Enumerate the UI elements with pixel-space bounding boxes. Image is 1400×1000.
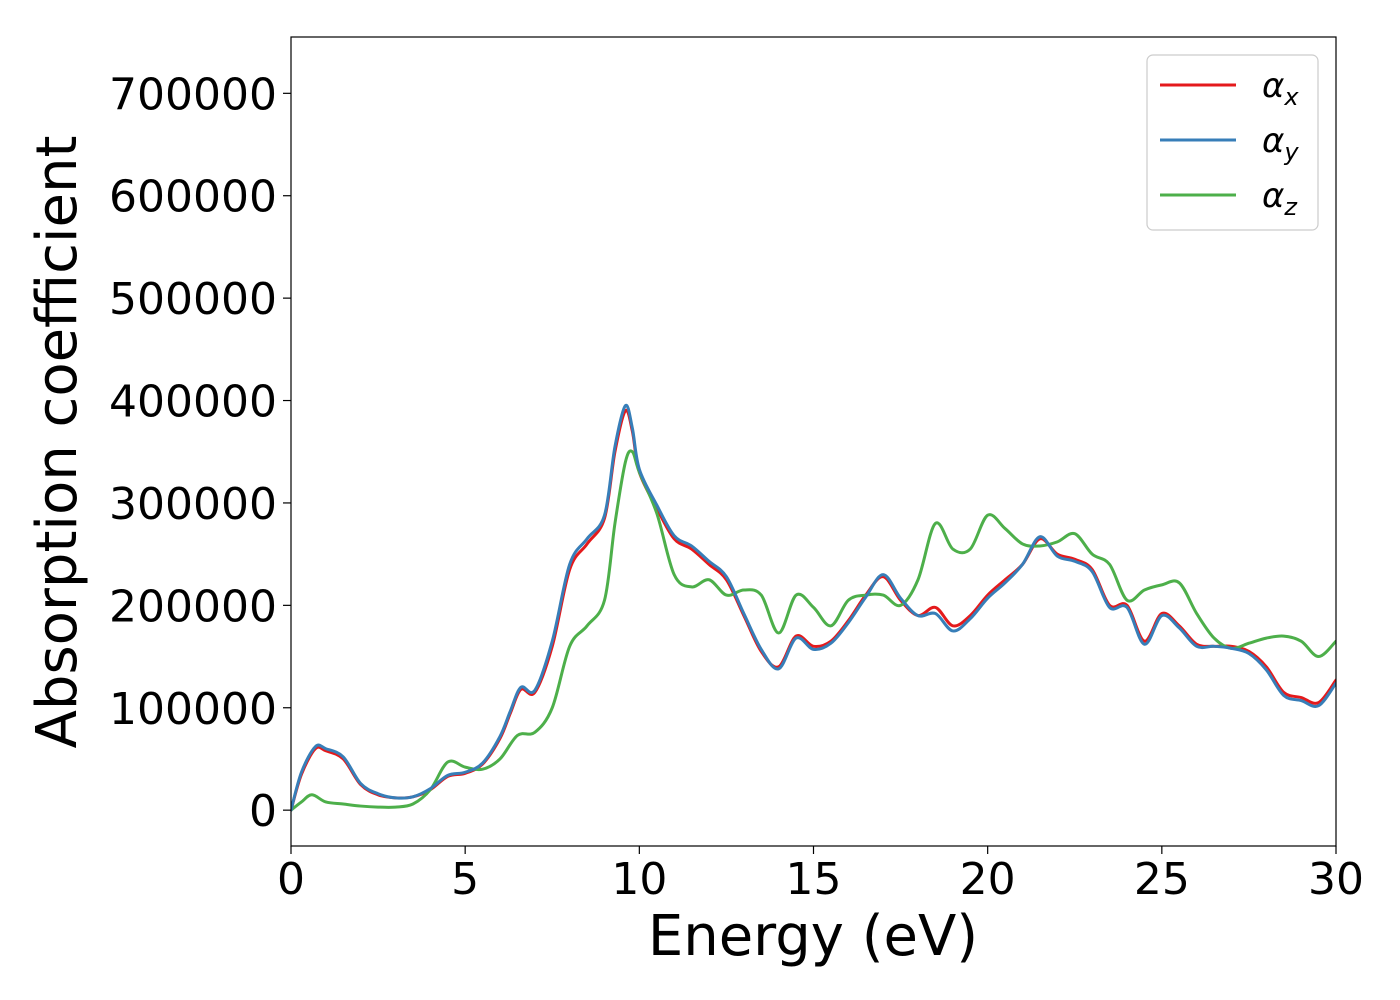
legend-label-main: α <box>1262 66 1284 106</box>
series-line-z <box>291 449 1336 812</box>
x-axis-label: Energy (eV) <box>648 904 978 969</box>
y-tick-label: 300000 <box>109 479 277 530</box>
legend-label-sub: y <box>1283 138 1299 166</box>
x-tick-label: 10 <box>611 854 667 905</box>
series-line-y <box>291 403 1336 812</box>
legend-label-x: αx <box>1262 66 1299 111</box>
x-tick-label: 25 <box>1134 854 1190 905</box>
y-tick-label: 700000 <box>109 69 277 120</box>
x-tick-label: 30 <box>1308 854 1364 905</box>
legend-label-y: αy <box>1262 121 1299 166</box>
y-axis: 0 100000 200000 300000 400000 500000 600000 700… <box>109 69 291 837</box>
x-tick-label: 15 <box>786 854 842 905</box>
y-tick-label: 100000 <box>109 684 277 735</box>
legend-label-sub: z <box>1283 193 1298 221</box>
x-tick-label: 20 <box>960 854 1016 905</box>
legend-label-main: α <box>1262 121 1284 161</box>
legend-label-main: α <box>1262 176 1284 216</box>
y-tick-label: 500000 <box>109 274 277 325</box>
y-tick-label: 200000 <box>109 581 277 632</box>
legend-label-sub: x <box>1283 83 1299 111</box>
y-axis-label: Absorption coefficient <box>25 136 90 749</box>
y-tick-label: 600000 <box>109 172 277 223</box>
legend-label-z: αz <box>1262 176 1298 221</box>
series-line-x <box>291 408 1336 812</box>
legend-box <box>1146 54 1319 231</box>
y-tick-label: 0 <box>249 786 277 837</box>
x-axis: 0 5 10 15 20 25 30 <box>277 846 1364 905</box>
x-tick-label: 0 <box>277 854 305 905</box>
x-tick-label: 5 <box>451 854 479 905</box>
y-tick-label: 400000 <box>109 377 277 428</box>
series-layer <box>291 403 1336 812</box>
